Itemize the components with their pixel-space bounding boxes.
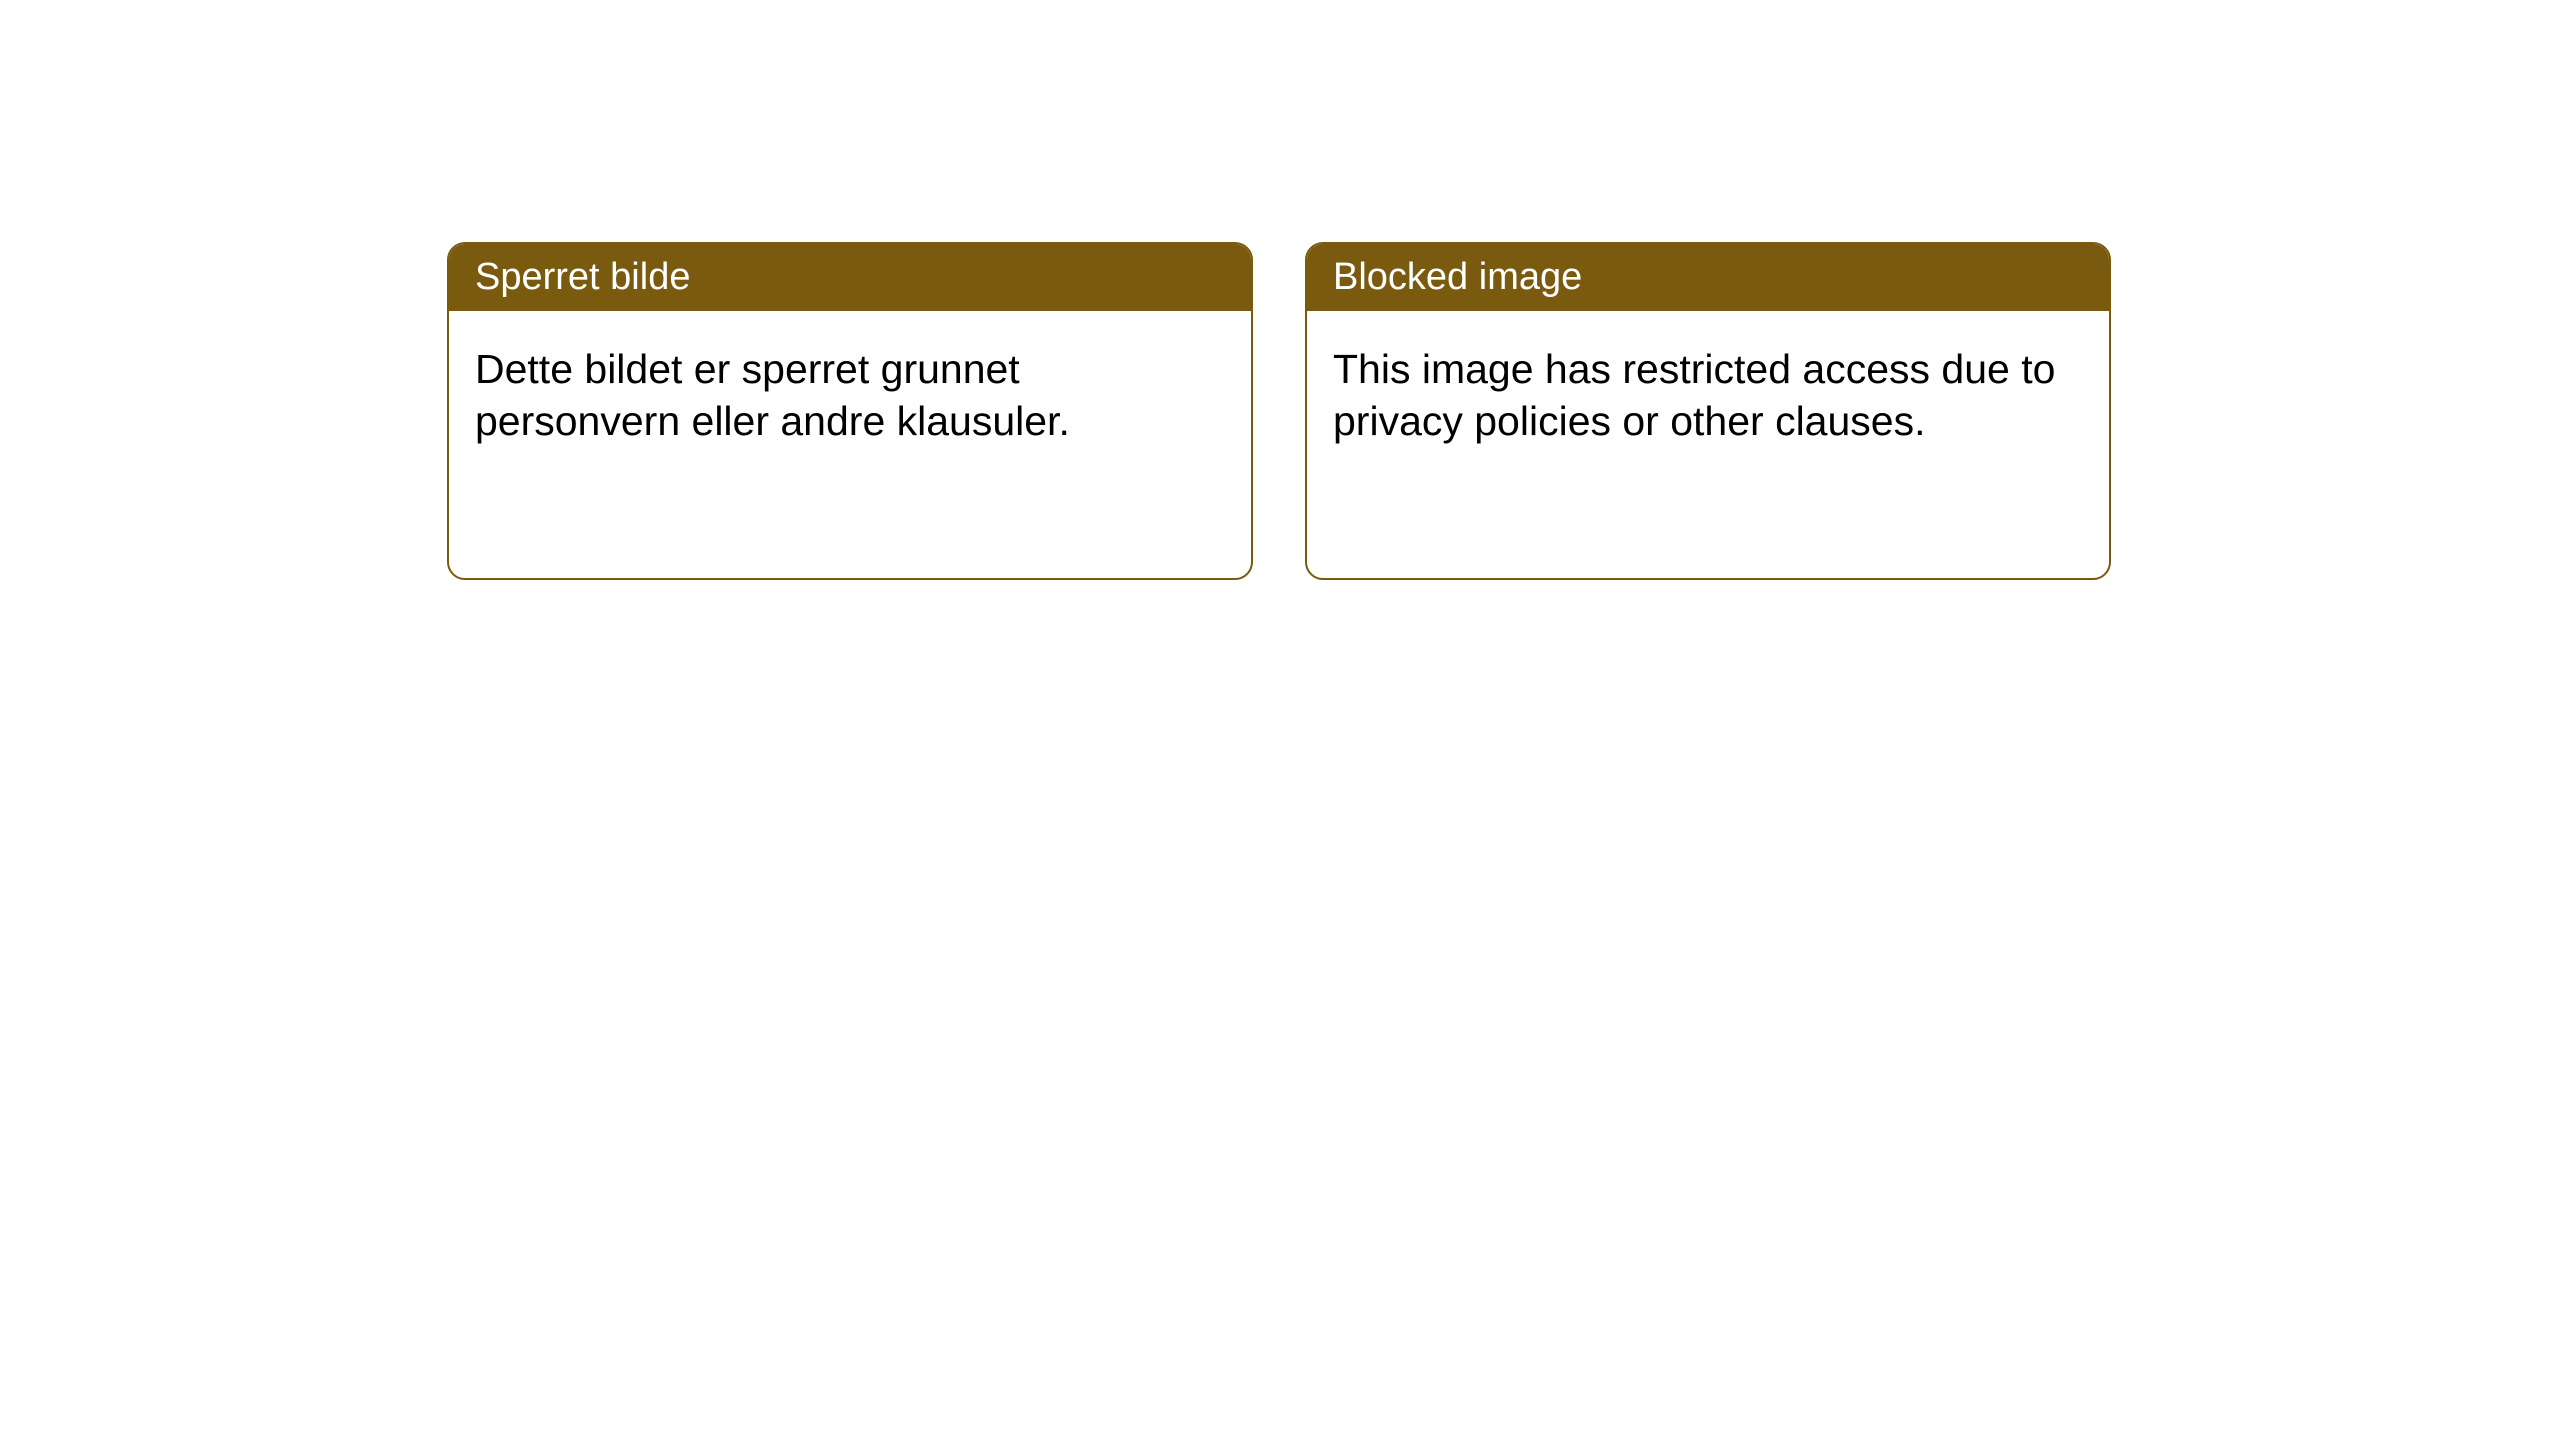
- card-header-english: Blocked image: [1307, 244, 2109, 311]
- card-header-norwegian: Sperret bilde: [449, 244, 1251, 311]
- notice-cards-container: Sperret bilde Dette bildet er sperret gr…: [447, 242, 2111, 580]
- card-body-english: This image has restricted access due to …: [1307, 311, 2109, 480]
- notice-card-norwegian: Sperret bilde Dette bildet er sperret gr…: [447, 242, 1253, 580]
- card-body-norwegian: Dette bildet er sperret grunnet personve…: [449, 311, 1251, 480]
- notice-card-english: Blocked image This image has restricted …: [1305, 242, 2111, 580]
